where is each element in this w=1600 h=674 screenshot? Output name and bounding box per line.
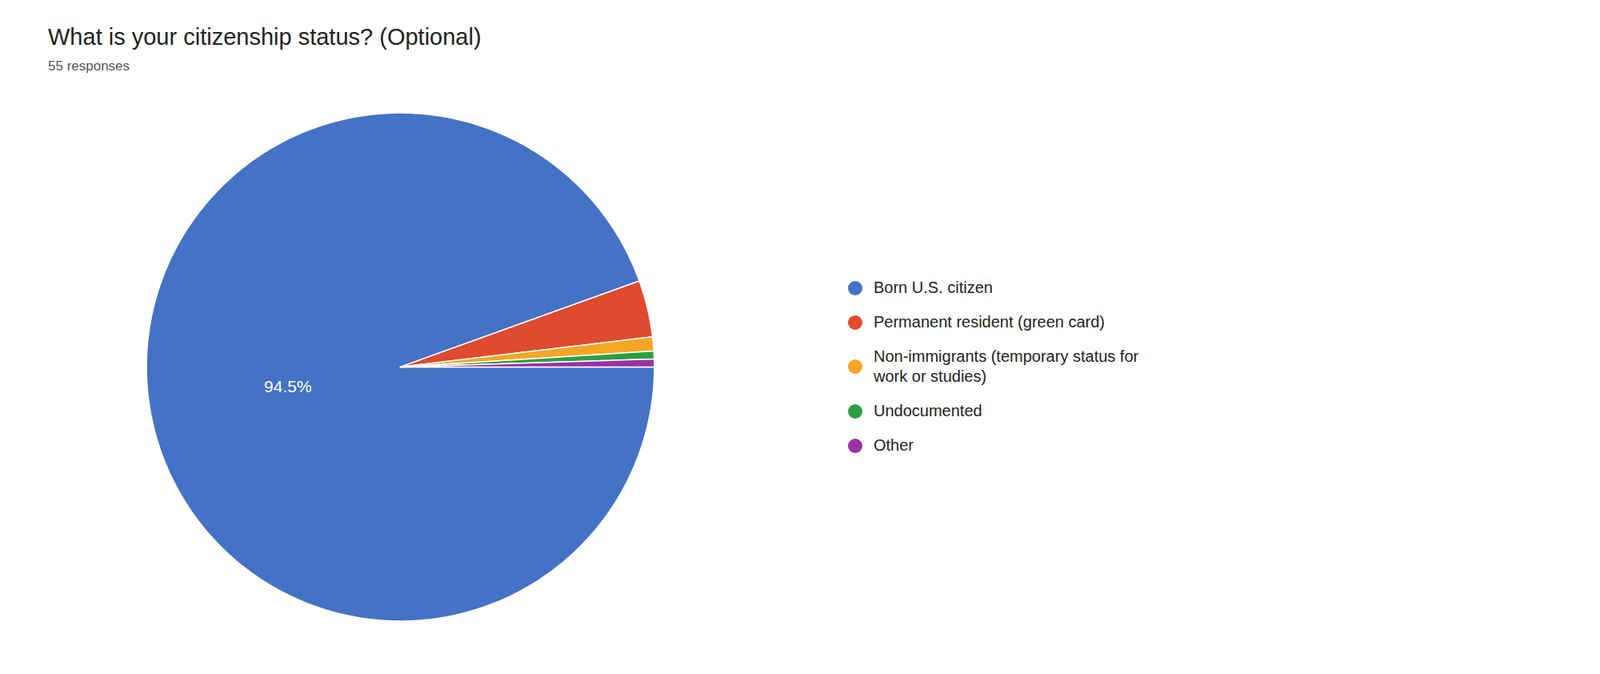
html-text:What is your citizenship statu: What is your citizenship status? (Option… bbox=[48, 24, 482, 50]
html-text:Non-immigrants (temporary stat: Non-immigrants (temporary status for wor… bbox=[873, 347, 1139, 385]
html-text:Undocumented: Undocumented bbox=[873, 401, 983, 420]
html-text:Born U.S. citizen: Born U.S. citizen bbox=[873, 278, 993, 296]
html-text:Permanent resident (green card: Permanent resident (green card) bbox=[873, 312, 1105, 331]
html-text:55 responses: 55 responses bbox=[48, 58, 130, 74]
svg-text:94.5%: 94.5% bbox=[264, 376, 312, 396]
html-text:Other: Other bbox=[873, 436, 914, 454]
